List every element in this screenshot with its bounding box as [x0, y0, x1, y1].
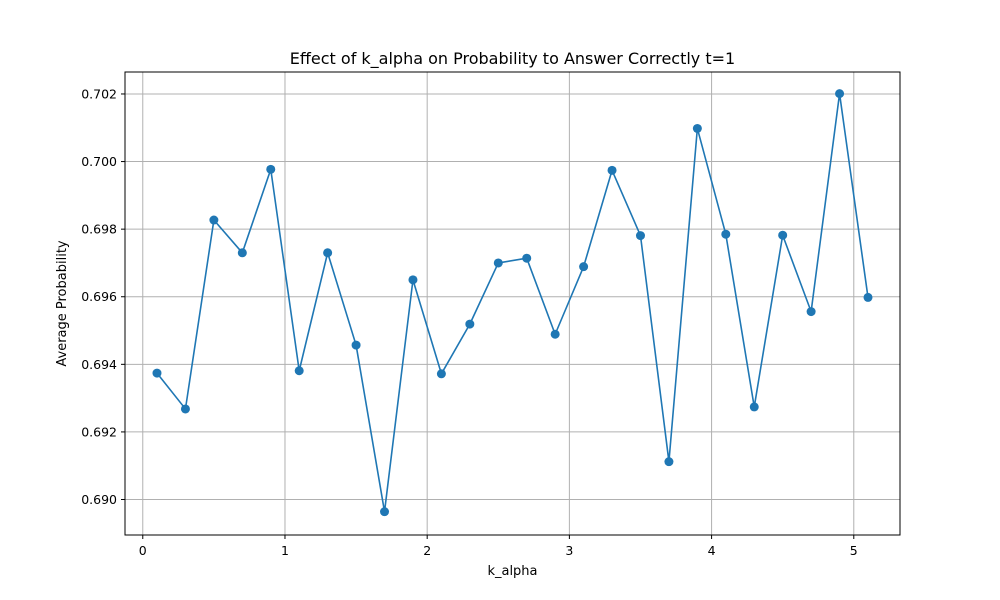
y-tick-label: 0.702	[81, 86, 117, 101]
x-tick-label: 3	[565, 543, 573, 558]
y-tick-label: 0.698	[81, 222, 117, 237]
chart-title: Effect of k_alpha on Probability to Answ…	[290, 49, 735, 69]
data-point	[408, 275, 418, 285]
y-tick-label: 0.700	[81, 154, 117, 169]
data-point	[550, 329, 560, 339]
data-point	[323, 248, 333, 258]
data-point	[607, 165, 617, 175]
data-point	[380, 507, 390, 517]
data-point	[266, 164, 276, 174]
data-point	[664, 457, 674, 467]
data-point	[721, 229, 731, 239]
data-point	[835, 89, 845, 99]
data-point	[692, 123, 702, 133]
data-point	[237, 248, 247, 258]
data-point	[635, 231, 645, 241]
x-tick-label: 0	[139, 543, 147, 558]
data-point	[749, 402, 759, 412]
data-point	[436, 369, 446, 379]
y-tick-label: 0.696	[81, 289, 117, 304]
x-tick-label: 4	[708, 543, 716, 558]
y-tick-label: 0.692	[81, 424, 117, 439]
data-point	[351, 340, 361, 350]
data-point	[180, 404, 190, 414]
data-point	[863, 292, 873, 302]
y-axis-label: Average Probability	[55, 240, 70, 367]
data-point	[209, 215, 219, 225]
y-tick-label: 0.694	[81, 357, 117, 372]
axis-ticks	[121, 93, 855, 539]
data-point	[778, 230, 788, 240]
data-point	[522, 253, 532, 263]
data-point	[294, 366, 304, 376]
data-series	[152, 89, 873, 517]
x-tick-label: 2	[423, 543, 431, 558]
tick-labels: 0 1 2 3 4 5 0.690 0.692 0.694 0.696 0.698 0.700 0.70…	[81, 86, 858, 558]
data-point	[493, 258, 503, 268]
data-point	[806, 307, 816, 317]
x-tick-label: 1	[281, 543, 289, 558]
x-axis-label: k_alpha	[487, 564, 537, 579]
data-point	[579, 262, 589, 272]
grid-lines	[125, 72, 900, 535]
x-tick-label: 5	[850, 543, 858, 558]
plot-frame	[124, 71, 901, 536]
series-line	[156, 92, 869, 513]
data-point	[465, 319, 475, 329]
data-point	[152, 368, 162, 378]
y-tick-label: 0.690	[81, 492, 117, 507]
